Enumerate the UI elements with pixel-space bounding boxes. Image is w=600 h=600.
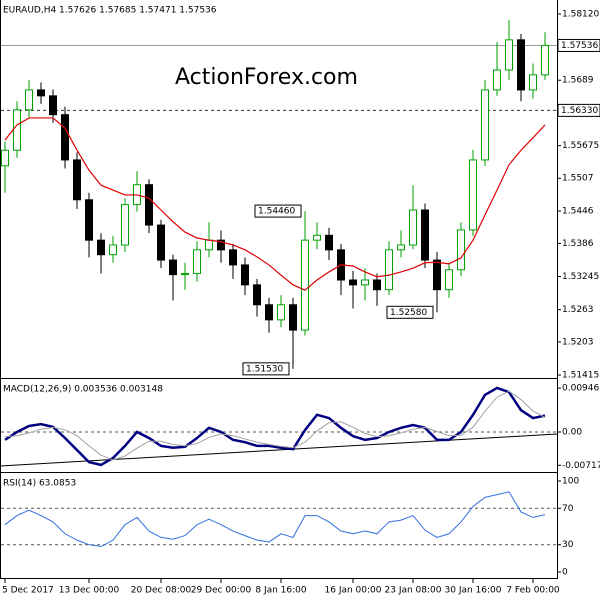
- candle-body: [409, 209, 417, 246]
- candle-body: [97, 239, 105, 256]
- candle-body: [253, 284, 261, 306]
- candle-body: [217, 239, 225, 251]
- candle-body: [73, 159, 81, 201]
- candle-body: [313, 234, 321, 241]
- candle-body: [457, 229, 465, 271]
- y-tick-label: 1.5386: [562, 239, 594, 249]
- x-tick-label: 8 Jan 16:00: [255, 586, 307, 596]
- y-tick-label: 1.5203: [562, 337, 594, 347]
- y-tick-label: 1.5689: [562, 76, 594, 86]
- x-tick-label: 23 Jan 08:00: [385, 586, 442, 596]
- x-tick-label: 7 Feb 00:00: [506, 586, 560, 596]
- x-tick-label: 13 Dec 00:00: [59, 586, 120, 596]
- y-tick-label: 1.5507: [562, 174, 594, 184]
- indicator-line: [4, 390, 546, 461]
- y-tick-label: 100: [562, 477, 579, 487]
- candle-body: [301, 239, 309, 331]
- level-label: 1.57536: [561, 41, 598, 51]
- candle-body: [109, 244, 117, 256]
- candle-body: [289, 304, 297, 331]
- candle-body: [397, 244, 405, 251]
- candle-body: [517, 39, 525, 91]
- annotation-label: 1.51530: [246, 364, 283, 374]
- y-tick-label: 1.58120: [562, 10, 599, 20]
- macd-title: MACD(12,26,9) 0.003536 0.003148: [3, 385, 163, 395]
- y-tick-label: 1.51415: [562, 371, 599, 381]
- candle-body: [505, 39, 513, 71]
- candle-body: [445, 269, 453, 291]
- candle-body: [361, 279, 369, 286]
- candle-body: [541, 44, 549, 76]
- candle-body: [277, 304, 285, 321]
- moving-average: [4, 117, 546, 291]
- candle-body: [205, 239, 213, 251]
- candle-body: [85, 199, 93, 241]
- indicator-line: [4, 491, 546, 548]
- candle-body: [157, 224, 165, 261]
- candle-body: [193, 249, 201, 275]
- rsi-title: RSI(14) 63.0853: [3, 479, 76, 489]
- annotation-label: 1.52580: [390, 308, 427, 318]
- candle-body: [529, 74, 537, 91]
- x-tick-label: 20 Dec 08:00: [131, 586, 192, 596]
- candle-body: [433, 259, 441, 291]
- candle-body: [421, 209, 429, 261]
- candle-body: [13, 109, 21, 151]
- y-tick-label: 0: [562, 567, 568, 577]
- level-label: 1.56330: [561, 106, 598, 116]
- x-tick-label: 29 Dec 00:00: [191, 586, 252, 596]
- candle-body: [61, 114, 69, 161]
- candle-body: [325, 234, 333, 251]
- x-tick-label: 16 Jan 00:00: [325, 586, 382, 596]
- candle-body: [49, 95, 57, 116]
- candle-body: [169, 259, 177, 276]
- y-tick-label: 1.5263: [562, 305, 594, 315]
- watermark: ActionForex.com: [175, 65, 358, 90]
- candle-body: [493, 69, 501, 91]
- y-tick-label: 30: [562, 540, 574, 550]
- y-tick-label: 1.53245: [562, 272, 599, 282]
- macd-trendline: [0, 433, 558, 467]
- candle-body: [145, 184, 153, 226]
- y-tick-label: 0.00: [562, 427, 582, 437]
- price-title: EURAUD,H4 1.57626 1.57685 1.57471 1.5753…: [3, 6, 217, 16]
- candle-body: [469, 159, 477, 231]
- y-tick-label: 1.5446: [562, 207, 594, 217]
- annotation-label: 1.54460: [258, 207, 295, 217]
- y-tick-label: 0.009466: [562, 384, 600, 394]
- candle-body: [481, 89, 489, 161]
- candle-body: [265, 304, 273, 321]
- x-tick-label: 5 Dec 2017: [2, 586, 54, 596]
- level-box: [557, 103, 600, 117]
- candle-body: [181, 273, 189, 276]
- candle-body: [229, 249, 237, 266]
- annotation-box: [254, 204, 302, 218]
- annotation-box: [242, 362, 290, 376]
- level-box: [557, 38, 600, 52]
- y-tick-label: -0.007178: [562, 461, 600, 471]
- candle-body: [349, 279, 357, 286]
- candle-body: [1, 149, 9, 167]
- y-tick-label: 1.55675: [562, 141, 599, 151]
- candle-body: [241, 264, 249, 286]
- annotation-box: [386, 305, 434, 319]
- y-tick-label: 70: [562, 504, 574, 514]
- candle-body: [121, 204, 129, 246]
- candle-body: [373, 279, 381, 291]
- candle-body: [385, 249, 393, 291]
- candle-body: [37, 89, 45, 97]
- x-tick-label: 30 Jan 16:00: [445, 586, 502, 596]
- candle-body: [25, 89, 33, 111]
